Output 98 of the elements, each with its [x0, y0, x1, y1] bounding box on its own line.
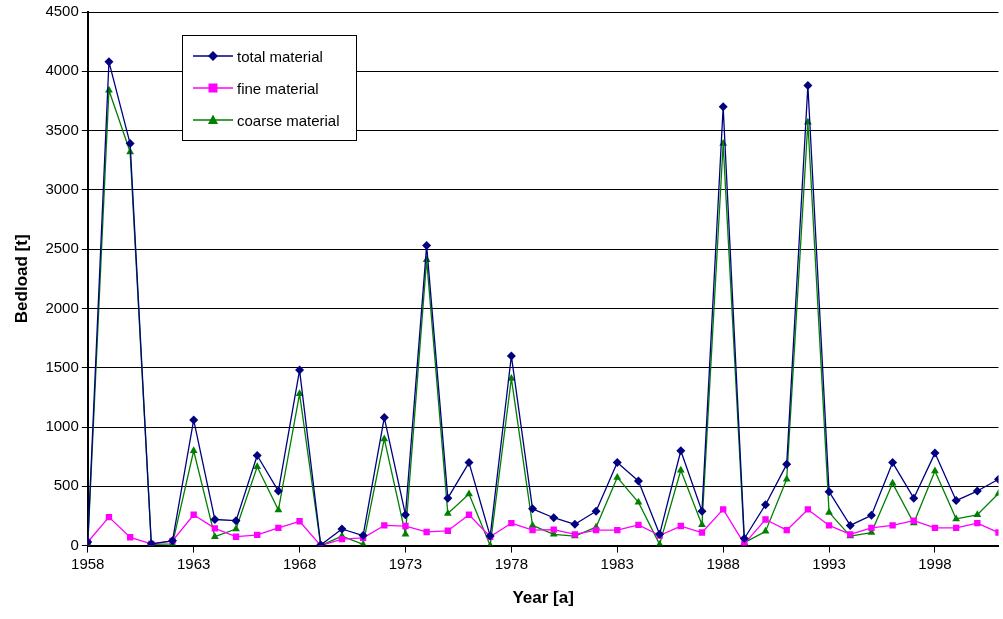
- point: [591, 506, 601, 516]
- point: [868, 524, 875, 531]
- point: [253, 462, 262, 469]
- point: [803, 81, 813, 91]
- point: [635, 521, 642, 529]
- point: [889, 522, 896, 529]
- point: [210, 515, 220, 525]
- point: [273, 486, 283, 496]
- point: [974, 519, 981, 527]
- point: [550, 526, 557, 533]
- y-tick-label: 3500: [45, 120, 79, 138]
- point: [718, 102, 728, 112]
- point: [443, 493, 453, 503]
- point: [972, 486, 982, 496]
- point: [613, 472, 622, 480]
- y-tick-label: 2000: [45, 298, 79, 316]
- x-tick-label: 1963: [176, 554, 211, 572]
- x-tick-label: 1968: [282, 554, 317, 572]
- point: [633, 476, 643, 486]
- y-tick-label: 3000: [45, 180, 79, 198]
- y-tick-label: 1500: [45, 357, 79, 375]
- point: [508, 519, 515, 527]
- point: [275, 524, 282, 531]
- point: [443, 509, 452, 516]
- point: [422, 241, 432, 251]
- point: [380, 434, 389, 442]
- point: [295, 365, 305, 375]
- legend-label: fine material: [237, 79, 319, 97]
- point: [888, 478, 897, 486]
- point: [231, 516, 241, 526]
- point: [570, 519, 580, 529]
- x-axis-title: Year [a]: [512, 588, 574, 608]
- point: [423, 528, 430, 536]
- x-tick-label: 1993: [812, 554, 846, 572]
- point: [634, 497, 643, 505]
- point: [189, 446, 198, 453]
- point: [951, 496, 961, 506]
- point: [210, 532, 219, 539]
- point: [528, 504, 538, 514]
- point: [825, 507, 833, 515]
- x-tick-label: 1973: [388, 554, 423, 572]
- point: [464, 458, 474, 468]
- point: [402, 522, 409, 530]
- point: [676, 465, 685, 473]
- x-tick-label: 1983: [600, 554, 634, 572]
- point: [782, 459, 792, 469]
- point: [931, 466, 939, 474]
- point: [529, 527, 536, 534]
- point: [761, 500, 771, 510]
- point: [296, 518, 303, 525]
- legend-label: coarse material: [237, 111, 340, 129]
- point: [379, 413, 389, 423]
- point: [295, 389, 304, 397]
- point: [952, 514, 961, 522]
- legend-label: total material: [237, 47, 323, 65]
- point: [400, 510, 410, 520]
- point: [676, 446, 686, 456]
- point: [762, 516, 769, 523]
- point: [845, 520, 855, 530]
- point: [909, 493, 919, 503]
- point: [761, 526, 770, 534]
- y-axis-title: Bedload [t]: [11, 234, 31, 324]
- point: [930, 448, 940, 458]
- y-tick-label: 4500: [45, 2, 79, 20]
- point: [804, 506, 812, 513]
- point: [888, 458, 898, 468]
- point: [252, 450, 262, 460]
- x-tick-label: 1958: [71, 554, 105, 572]
- x-tick-label: 1978: [494, 554, 529, 572]
- point: [189, 415, 199, 425]
- point: [697, 506, 707, 516]
- y-tick-label: 500: [53, 476, 79, 494]
- point: [824, 487, 834, 497]
- point: [719, 506, 727, 513]
- point: [866, 510, 876, 520]
- point: [698, 520, 706, 528]
- point: [190, 511, 197, 518]
- point: [825, 522, 833, 529]
- point: [381, 522, 388, 529]
- y-tick-label: 0: [70, 535, 79, 553]
- y-tick-label: 2500: [45, 239, 79, 257]
- point: [125, 139, 135, 149]
- point: [739, 533, 749, 543]
- x-tick-label: 1988: [706, 554, 740, 572]
- point: [232, 524, 240, 532]
- point: [549, 513, 559, 523]
- point: [465, 489, 473, 497]
- point: [973, 510, 982, 518]
- point: [274, 505, 283, 513]
- point: [211, 525, 219, 532]
- x-tick-label: 1998: [918, 554, 952, 572]
- point: [612, 458, 622, 468]
- point: [698, 529, 706, 536]
- y-tick-label: 4000: [45, 61, 79, 79]
- point: [104, 57, 114, 67]
- point: [337, 524, 347, 534]
- point: [506, 351, 516, 361]
- y-tick-label: 1000: [45, 417, 79, 435]
